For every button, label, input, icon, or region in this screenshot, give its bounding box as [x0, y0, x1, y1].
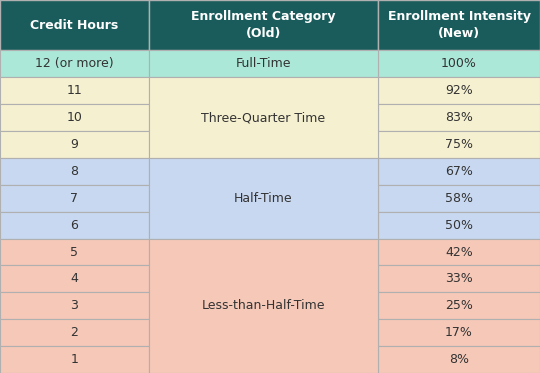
Text: Three-Quarter Time: Three-Quarter Time [201, 111, 325, 124]
Text: 42%: 42% [445, 245, 473, 258]
Bar [0, 346, 148, 373]
Text: 25%: 25% [445, 299, 473, 312]
Bar [378, 77, 540, 104]
Text: 9: 9 [70, 138, 78, 151]
Text: Enrollment Intensity
(New): Enrollment Intensity (New) [388, 10, 530, 40]
Bar [0, 266, 148, 292]
Bar [378, 0, 540, 50]
Text: Full-Time: Full-Time [235, 57, 291, 70]
Bar [148, 239, 378, 373]
Text: 4: 4 [70, 272, 78, 285]
Bar [0, 319, 148, 346]
Text: 50%: 50% [445, 219, 473, 232]
Bar [378, 131, 540, 158]
Text: 67%: 67% [445, 165, 473, 178]
Text: Credit Hours: Credit Hours [30, 19, 118, 32]
Bar [148, 158, 378, 239]
Text: 11: 11 [66, 84, 82, 97]
Bar [378, 319, 540, 346]
Text: 3: 3 [70, 299, 78, 312]
Text: 1: 1 [70, 353, 78, 366]
Text: 8%: 8% [449, 353, 469, 366]
Bar [378, 104, 540, 131]
Text: 2: 2 [70, 326, 78, 339]
Bar [0, 131, 148, 158]
Bar [378, 266, 540, 292]
Text: 58%: 58% [445, 192, 473, 205]
Bar [148, 50, 378, 77]
Text: 17%: 17% [445, 326, 473, 339]
Text: 33%: 33% [445, 272, 473, 285]
Text: 10: 10 [66, 111, 82, 124]
Text: Enrollment Category
(Old): Enrollment Category (Old) [191, 10, 335, 40]
Text: 6: 6 [70, 219, 78, 232]
Text: 92%: 92% [445, 84, 473, 97]
Bar [0, 104, 148, 131]
Bar [0, 185, 148, 212]
Text: 8: 8 [70, 165, 78, 178]
Bar [378, 185, 540, 212]
Text: 100%: 100% [441, 57, 477, 70]
Bar [378, 212, 540, 239]
Text: Less-than-Half-Time: Less-than-Half-Time [201, 299, 325, 312]
Bar [378, 346, 540, 373]
Text: 5: 5 [70, 245, 78, 258]
Bar [378, 292, 540, 319]
Text: Half-Time: Half-Time [234, 192, 293, 205]
Bar [0, 292, 148, 319]
Text: 83%: 83% [445, 111, 473, 124]
Bar [0, 50, 148, 77]
Bar [0, 239, 148, 266]
Bar [0, 158, 148, 185]
Bar [0, 77, 148, 104]
Bar [148, 0, 378, 50]
Text: 7: 7 [70, 192, 78, 205]
Bar [378, 50, 540, 77]
Text: 75%: 75% [445, 138, 473, 151]
Bar [378, 239, 540, 266]
Bar [0, 212, 148, 239]
Bar [0, 0, 148, 50]
Bar [148, 77, 378, 158]
Text: 12 (or more): 12 (or more) [35, 57, 113, 70]
Bar [378, 158, 540, 185]
